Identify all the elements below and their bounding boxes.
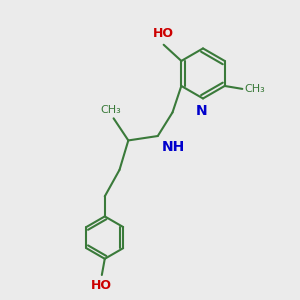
Text: NH: NH (162, 140, 185, 154)
Text: CH₃: CH₃ (101, 105, 122, 115)
Text: HO: HO (153, 27, 174, 40)
Text: HO: HO (91, 278, 112, 292)
Text: N: N (196, 104, 207, 118)
Text: CH₃: CH₃ (245, 84, 266, 94)
